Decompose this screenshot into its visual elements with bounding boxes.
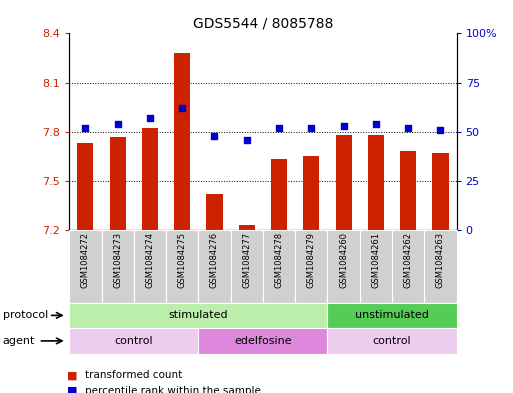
Bar	[271, 160, 287, 230]
Text: GSM1084275: GSM1084275	[177, 232, 187, 288]
Text: unstimulated: unstimulated	[355, 310, 429, 320]
Text: protocol: protocol	[3, 310, 48, 320]
Text: transformed count: transformed count	[85, 370, 182, 380]
Text: percentile rank within the sample: percentile rank within the sample	[85, 386, 261, 393]
Point	[146, 115, 154, 121]
Bar	[239, 225, 255, 230]
Text: GSM1084273: GSM1084273	[113, 232, 122, 288]
Point	[113, 121, 122, 127]
Title: GDS5544 / 8085788: GDS5544 / 8085788	[193, 17, 333, 31]
Bar	[77, 143, 93, 230]
Bar	[432, 153, 448, 230]
Bar	[110, 137, 126, 230]
Point	[178, 105, 186, 111]
Text: GSM1084279: GSM1084279	[307, 232, 316, 288]
Bar	[368, 135, 384, 230]
Text: control: control	[114, 336, 153, 346]
Text: GSM1084262: GSM1084262	[404, 232, 412, 288]
Point	[372, 121, 380, 127]
Bar	[400, 151, 416, 230]
Point	[437, 127, 445, 133]
Text: GSM1084261: GSM1084261	[371, 232, 380, 288]
Text: GSM1084276: GSM1084276	[210, 232, 219, 288]
Point	[340, 123, 348, 129]
Text: agent: agent	[3, 336, 35, 346]
Text: GSM1084272: GSM1084272	[81, 232, 90, 288]
Bar	[142, 129, 158, 230]
Point	[404, 125, 412, 131]
Point	[243, 136, 251, 143]
Point	[210, 132, 219, 139]
Bar	[303, 156, 320, 230]
Point	[307, 125, 315, 131]
Text: GSM1084277: GSM1084277	[242, 232, 251, 288]
Bar	[206, 194, 223, 230]
Bar	[174, 53, 190, 230]
Text: control: control	[373, 336, 411, 346]
Text: edelfosine: edelfosine	[234, 336, 292, 346]
Text: GSM1084260: GSM1084260	[339, 232, 348, 288]
Text: stimulated: stimulated	[169, 310, 228, 320]
Text: GSM1084278: GSM1084278	[274, 232, 284, 288]
Point	[275, 125, 283, 131]
Text: GSM1084274: GSM1084274	[146, 232, 154, 288]
Point	[81, 125, 89, 131]
Text: ■: ■	[67, 386, 77, 393]
Bar	[336, 135, 352, 230]
Text: ■: ■	[67, 370, 77, 380]
Text: GSM1084263: GSM1084263	[436, 232, 445, 288]
